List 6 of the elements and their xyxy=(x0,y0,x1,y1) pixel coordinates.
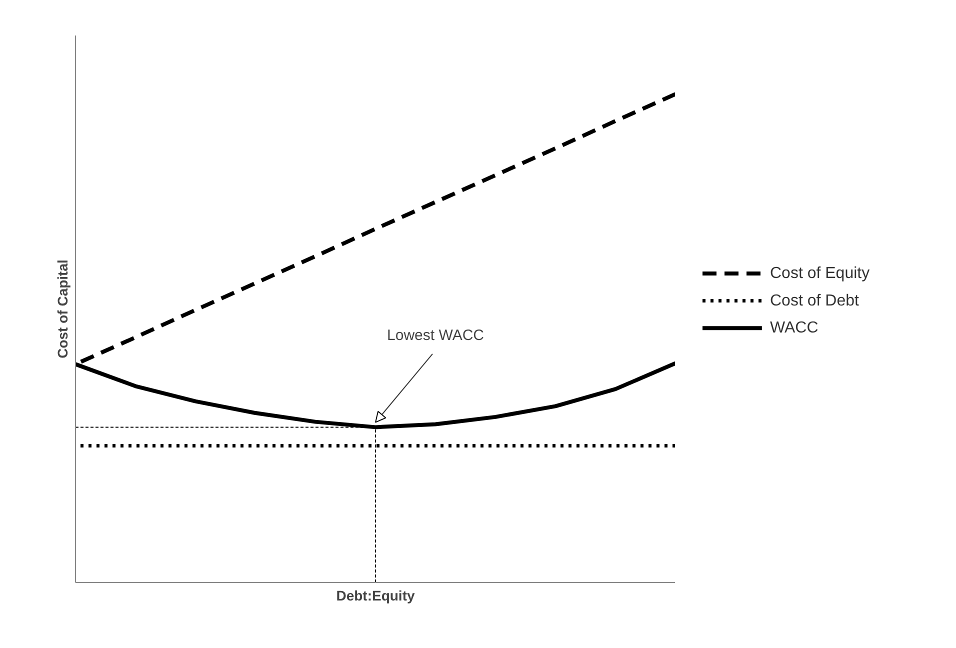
x-axis-title: Debt:Equity xyxy=(336,588,415,604)
legend-label: Cost of Equity xyxy=(770,264,870,282)
y-axis-title: Cost of Capital xyxy=(54,260,70,358)
legend-label: Cost of Debt xyxy=(770,292,860,310)
legend-label: WACC xyxy=(770,320,818,337)
ref-line-label: Lowest WACC xyxy=(387,327,484,344)
